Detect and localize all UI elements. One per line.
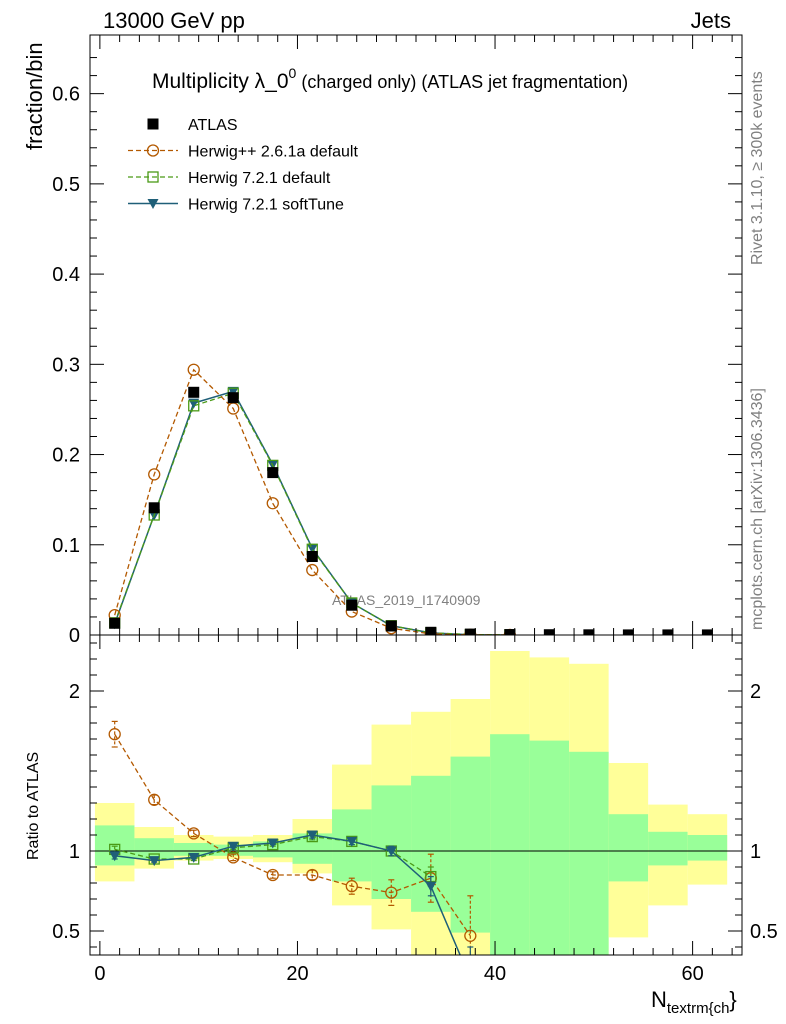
legend-label: Herwig 7.2.1 default <box>188 170 331 187</box>
ratio-point <box>267 838 279 849</box>
series-line <box>114 392 510 635</box>
data-point <box>227 392 239 404</box>
legend-label: Herwig 7.2.1 softTune <box>188 197 344 214</box>
band-inner-bin <box>173 843 214 856</box>
data-point <box>701 629 713 635</box>
data-point <box>227 386 239 397</box>
ratio-series <box>108 720 477 955</box>
x-axis-label: Ntextrm{ch} <box>651 987 737 1017</box>
band-inner-bin <box>648 831 688 866</box>
mcplots-label: mcplots.cern.ch [arXiv:1306.3436] <box>749 388 766 630</box>
ratio-series-triangle <box>109 830 474 955</box>
legend-entry: Herwig++ 2.6.1a default <box>128 144 358 161</box>
data-point <box>662 629 674 635</box>
ratio-y-tick-label-right: 1 <box>750 841 761 863</box>
data-point <box>306 563 319 577</box>
legend-label: ATLAS <box>188 117 238 134</box>
analysis-watermark: ATLAS_2019_I1740909 <box>332 592 481 608</box>
data-point <box>109 617 121 629</box>
data-point <box>187 363 200 376</box>
data-point <box>188 400 200 412</box>
rivet-label: Rivet 3.1.10, ≥ 300k events <box>749 71 766 265</box>
x-tick-label: 60 <box>681 963 703 985</box>
ratio-point <box>385 846 397 857</box>
data-point <box>504 629 516 635</box>
y-tick-label: 0 <box>69 625 80 647</box>
ratio-point <box>109 851 121 862</box>
plot-title: Multiplicity λ_00 (charged only) (ATLAS … <box>152 65 628 93</box>
ratio-line <box>114 834 461 955</box>
y-tick-label: 0.3 <box>52 354 80 376</box>
ratio-point <box>227 841 239 852</box>
legend-marker <box>147 199 159 209</box>
data-point <box>543 629 555 635</box>
ratio-point <box>148 856 160 867</box>
ratio-point <box>148 793 161 806</box>
band-inner-bin <box>490 734 530 955</box>
ratio-y-tick-label: 2 <box>69 681 80 703</box>
ratio-point <box>266 868 279 882</box>
data-point <box>266 497 279 510</box>
data-point <box>306 543 318 554</box>
y-tick-label: 0.5 <box>52 174 80 196</box>
data-point <box>346 599 358 611</box>
legend-label: Herwig++ 2.6.1a default <box>188 144 358 161</box>
data-point <box>464 628 476 635</box>
data-point <box>306 551 318 563</box>
ratio-point <box>385 886 398 899</box>
header-process: Jets <box>691 8 731 33</box>
data-point <box>385 620 397 632</box>
ratio-point <box>187 827 200 840</box>
ratio-y-tick-label: 0.5 <box>52 921 80 943</box>
ratio-y-tick-label-right: 0.5 <box>750 921 778 943</box>
ratio-y-tick-label: 1 <box>69 841 80 863</box>
legend-entry: Herwig 7.2.1 softTune <box>128 197 344 214</box>
band-inner-bin <box>608 814 649 882</box>
series-line <box>114 368 510 635</box>
y-tick-label: 0.1 <box>52 535 80 557</box>
ratio-point <box>345 880 358 893</box>
ratio-point <box>464 929 477 942</box>
data-point <box>622 629 634 635</box>
legend-marker <box>147 171 159 183</box>
ratio-y-axis-label: Ratio to ATLAS <box>25 752 42 860</box>
legend-entry: Herwig 7.2.1 default <box>128 170 331 187</box>
y-tick-label: 0.2 <box>52 445 80 467</box>
legend-entry: ATLAS <box>147 117 238 134</box>
data-point <box>188 386 200 398</box>
ratio-point <box>188 852 200 863</box>
ratio-point <box>346 836 358 847</box>
legend-marker <box>146 144 160 157</box>
band-inner-bin <box>134 838 174 859</box>
data-point <box>425 626 437 635</box>
ratio-point <box>425 881 437 892</box>
legend: ATLAS Herwig++ 2.6.1a default Herwig 7.2.1… <box>128 117 358 214</box>
ratio-point <box>306 830 318 841</box>
ratio-point <box>227 851 240 864</box>
x-tick-label: 40 <box>484 963 506 985</box>
data-point <box>267 467 279 479</box>
band-inner-bin <box>529 740 570 955</box>
series-data <box>109 386 713 635</box>
band-inner-bin <box>687 835 728 861</box>
axis-ticks: 0 20 40 60 0 0.1 0.2 0.3 0.4 0.5 0.6 0.5 0.5 1 1 2 2 <box>52 35 778 985</box>
ratio-uncertainty-bands <box>90 651 742 955</box>
band-inner-bin <box>569 751 609 955</box>
header-energy: 13000 GeV pp <box>103 8 245 33</box>
y-tick-label: 0.6 <box>52 84 80 106</box>
ratio-point <box>306 868 319 882</box>
data-point <box>148 468 161 481</box>
legend-marker <box>147 118 159 130</box>
ratio-point <box>108 728 121 741</box>
main-y-axis-label: fraction/bin <box>22 42 47 150</box>
data-point <box>188 398 200 409</box>
x-tick-label: 20 <box>286 963 308 985</box>
data-point <box>583 629 595 635</box>
y-tick-label: 0.4 <box>52 264 80 286</box>
x-tick-label: 0 <box>94 963 105 985</box>
ratio-y-tick-label-right: 2 <box>750 681 761 703</box>
data-point <box>148 502 160 514</box>
